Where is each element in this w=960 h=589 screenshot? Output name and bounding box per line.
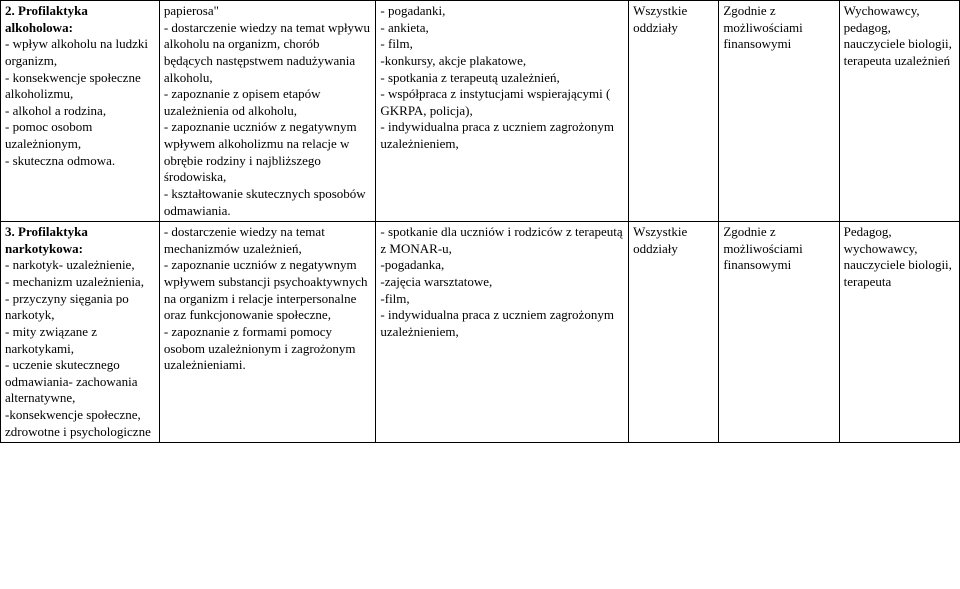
methods-items: - spotkanie dla uczniów i rodziców z ter…: [380, 224, 622, 339]
cell-resources: Zgodnie z możliwościami finansowymi: [719, 1, 839, 222]
cell-objectives: - dostarczenie wiedzy na temat mechanizm…: [159, 222, 376, 443]
objectives-items: - dostarczenie wiedzy na temat wpływu al…: [164, 20, 370, 218]
methods-items: - pogadanki, - ankieta, - film, -konkurs…: [380, 3, 614, 151]
topic-items: - narkotyk- uzależnienie, - mechanizm uz…: [5, 257, 151, 438]
objectives-items: - dostarczenie wiedzy na temat mechanizm…: [164, 224, 368, 372]
curriculum-table: 2. Profilaktyka alkoholowa: - wpływ alko…: [0, 0, 960, 443]
cell-objectives: papierosa" - dostarczenie wiedzy na tema…: [159, 1, 376, 222]
cell-methods: - spotkanie dla uczniów i rodziców z ter…: [376, 222, 629, 443]
cell-groups: Wszystkie oddziały: [629, 1, 719, 222]
cell-topic: 3. Profilaktyka narkotykowa: - narkotyk-…: [1, 222, 160, 443]
cell-groups: Wszystkie oddziały: [629, 222, 719, 443]
cell-responsible: Pedagog, wychowawcy, nauczyciele biologi…: [839, 222, 959, 443]
cell-topic: 2. Profilaktyka alkoholowa: - wpływ alko…: [1, 1, 160, 222]
cell-resources: Zgodnie z możliwościami finansowymi: [719, 222, 839, 443]
table-row: 3. Profilaktyka narkotykowa: - narkotyk-…: [1, 222, 960, 443]
topic-items: - wpływ alkoholu na ludzki organizm, - k…: [5, 36, 148, 167]
topic-title: 3. Profilaktyka narkotykowa:: [5, 224, 88, 256]
topic-title: 2. Profilaktyka alkoholowa:: [5, 3, 88, 35]
cell-methods: - pogadanki, - ankieta, - film, -konkurs…: [376, 1, 629, 222]
objectives-prefix: papierosa": [164, 3, 219, 18]
cell-responsible: Wychowawcy, pedagog, nauczyciele biologi…: [839, 1, 959, 222]
table-row: 2. Profilaktyka alkoholowa: - wpływ alko…: [1, 1, 960, 222]
